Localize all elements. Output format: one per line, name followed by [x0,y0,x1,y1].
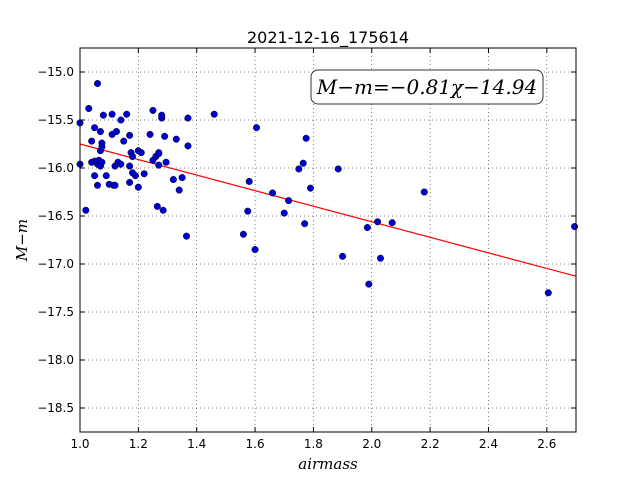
data-point [161,132,169,140]
annotation-box [310,69,544,105]
data-point [158,111,166,119]
fit-line [79,143,577,277]
data-point [126,131,134,139]
data-point [184,142,192,150]
data-point [108,110,116,118]
data-point [244,207,252,215]
data-point [178,174,186,182]
data-point [146,130,154,138]
data-point [85,104,93,112]
y-axis-label: M−m [13,219,31,262]
data-point [253,124,261,132]
data-point [280,209,288,217]
data-point [239,230,247,238]
data-point [285,197,293,205]
data-point [301,220,309,228]
data-point [140,170,148,178]
y-tick-label: −18.5 [37,401,74,415]
x-tick-label: 2.6 [537,437,556,451]
data-point [172,135,180,143]
data-point [82,206,90,214]
data-point [377,254,385,262]
data-point [126,162,134,170]
x-tick-label: 1.4 [187,437,206,451]
data-point [88,137,96,145]
data-point [302,134,310,142]
fit-annotation-box: M−m=−0.81χ−14.94 [310,69,544,105]
data-point [306,184,314,192]
data-point [98,143,106,151]
y-tick-label: −17.5 [37,305,74,319]
y-tick-label: −15.5 [37,113,74,127]
y-tick-label: −15.0 [37,65,74,79]
data-point [117,116,125,124]
x-tick-label: 1.0 [70,437,89,451]
data-point [98,158,106,166]
data-point [149,106,157,114]
axis-ticks: 1.0 1.2 1.4 1.6 1.8 2.0 2.2 2.4 2.6 −15.0 −15.5 −16… [37,48,576,451]
data-point [120,137,128,145]
data-point [96,128,104,136]
data-point [571,223,579,231]
data-point [365,280,373,288]
data-point [339,252,347,260]
x-tick-label: 2.0 [362,437,381,451]
data-point [299,159,307,167]
fit-equation: M−m=−0.81χ−14.94 [316,75,537,99]
data-point [251,246,259,254]
x-tick-label: 1.6 [246,437,265,451]
data-point [94,80,102,88]
data-point [374,218,382,226]
data-point [155,149,163,157]
data-point [153,202,161,210]
data-point [155,161,163,169]
data-point [269,189,277,197]
chart-title: 2021-12-16_175614 [247,28,409,48]
plot-area [80,48,576,432]
data-point [117,160,125,168]
data-point [420,188,428,196]
data-point [99,111,107,119]
x-axis-label: airmass [298,455,358,473]
data-point [162,158,170,166]
data-point [126,178,134,186]
fit-line-layer [79,143,577,277]
data-point [334,165,342,173]
data-point [159,206,167,214]
x-tick-label: 1.8 [304,437,323,451]
data-point [169,176,177,184]
data-point [131,172,139,180]
data-point [295,165,303,173]
y-tick-label: −17.0 [37,257,74,271]
data-point [134,183,142,191]
data-point [388,219,396,227]
data-point [544,289,552,297]
y-tick-label: −16.0 [37,161,74,175]
data-point [111,181,119,189]
data-points [76,80,579,297]
data-point [137,149,145,157]
data-point [175,186,183,194]
x-tick-label: 2.4 [479,437,498,451]
gridlines [79,48,576,432]
plot-frame [79,47,577,433]
data-point [91,172,99,180]
data-point [123,110,131,118]
data-point [102,172,110,180]
data-point [112,128,120,136]
data-point [182,232,190,240]
data-point [210,110,218,118]
data-point [129,152,137,160]
x-tick-label: 2.2 [421,437,440,451]
x-tick-label: 1.2 [129,437,148,451]
data-point [94,181,102,189]
data-point [91,124,99,132]
data-point [245,177,253,185]
y-tick-label: −18.0 [37,353,74,367]
data-point [184,114,192,122]
data-point [363,224,371,232]
y-tick-label: −16.5 [37,209,74,223]
